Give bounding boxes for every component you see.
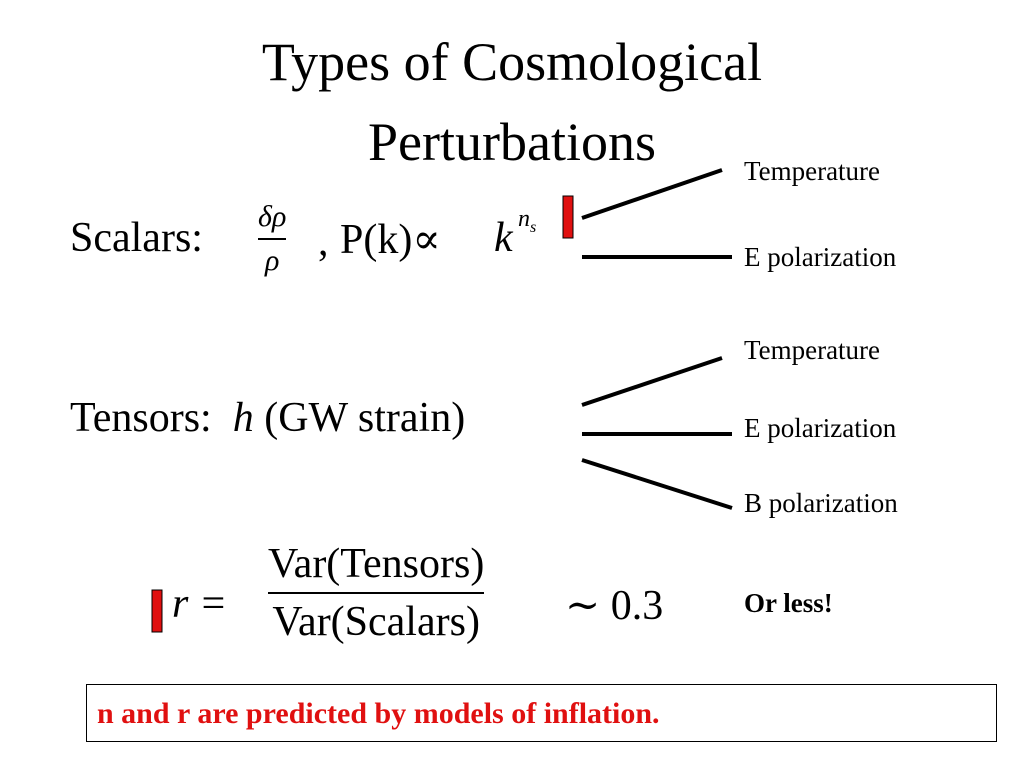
exponent: ns xyxy=(518,206,536,237)
approx-sign: ∼ xyxy=(565,583,601,629)
red-marker xyxy=(151,589,163,633)
numerator: Var(Tensors) xyxy=(268,541,485,587)
ratio-value: 0.3 xyxy=(610,583,664,629)
tensors-label: Tensors: h (GW strain) xyxy=(70,394,465,442)
numerator: δρ xyxy=(258,200,287,233)
tensor-symbol: h xyxy=(232,395,254,441)
exponent-sub: s xyxy=(530,218,537,236)
power-spectrum: P(k)∝ xyxy=(340,217,441,263)
branch-label: E polarization xyxy=(744,242,897,272)
note: Or less! xyxy=(744,588,833,618)
branch-label: E polarization xyxy=(744,413,897,443)
fraction-bar xyxy=(258,238,287,240)
slide-title: Types of Cosmological Perturbations xyxy=(261,32,763,172)
branch-line xyxy=(581,356,723,407)
fraction: Var(Tensors) Var(Scalars) xyxy=(268,540,485,646)
exponent-n: n xyxy=(518,206,530,232)
fraction: δρ ρ xyxy=(258,200,287,278)
scalars-label: Scalars: xyxy=(70,215,203,261)
branch-label: Temperature xyxy=(744,156,881,186)
tensors-name: Tensors: xyxy=(70,395,212,441)
base: k xyxy=(494,215,513,261)
approx: ∼ 0.3 xyxy=(565,580,663,630)
branch-line xyxy=(581,168,723,220)
denominator: Var(Scalars) xyxy=(272,599,480,645)
comma: , xyxy=(318,219,329,265)
branch-lines xyxy=(581,168,733,510)
fraction-bar xyxy=(268,592,485,594)
branch-line xyxy=(581,458,733,510)
denominator: ρ xyxy=(264,244,280,277)
tensor-description: (GW strain) xyxy=(264,395,466,441)
branch-label: B polarization xyxy=(744,488,898,518)
ratio-lhs: r = xyxy=(172,581,228,627)
branch-label: Temperature xyxy=(744,335,881,365)
red-marker xyxy=(562,195,574,239)
footer-box: n and r are predicted by models of infla… xyxy=(86,684,997,742)
